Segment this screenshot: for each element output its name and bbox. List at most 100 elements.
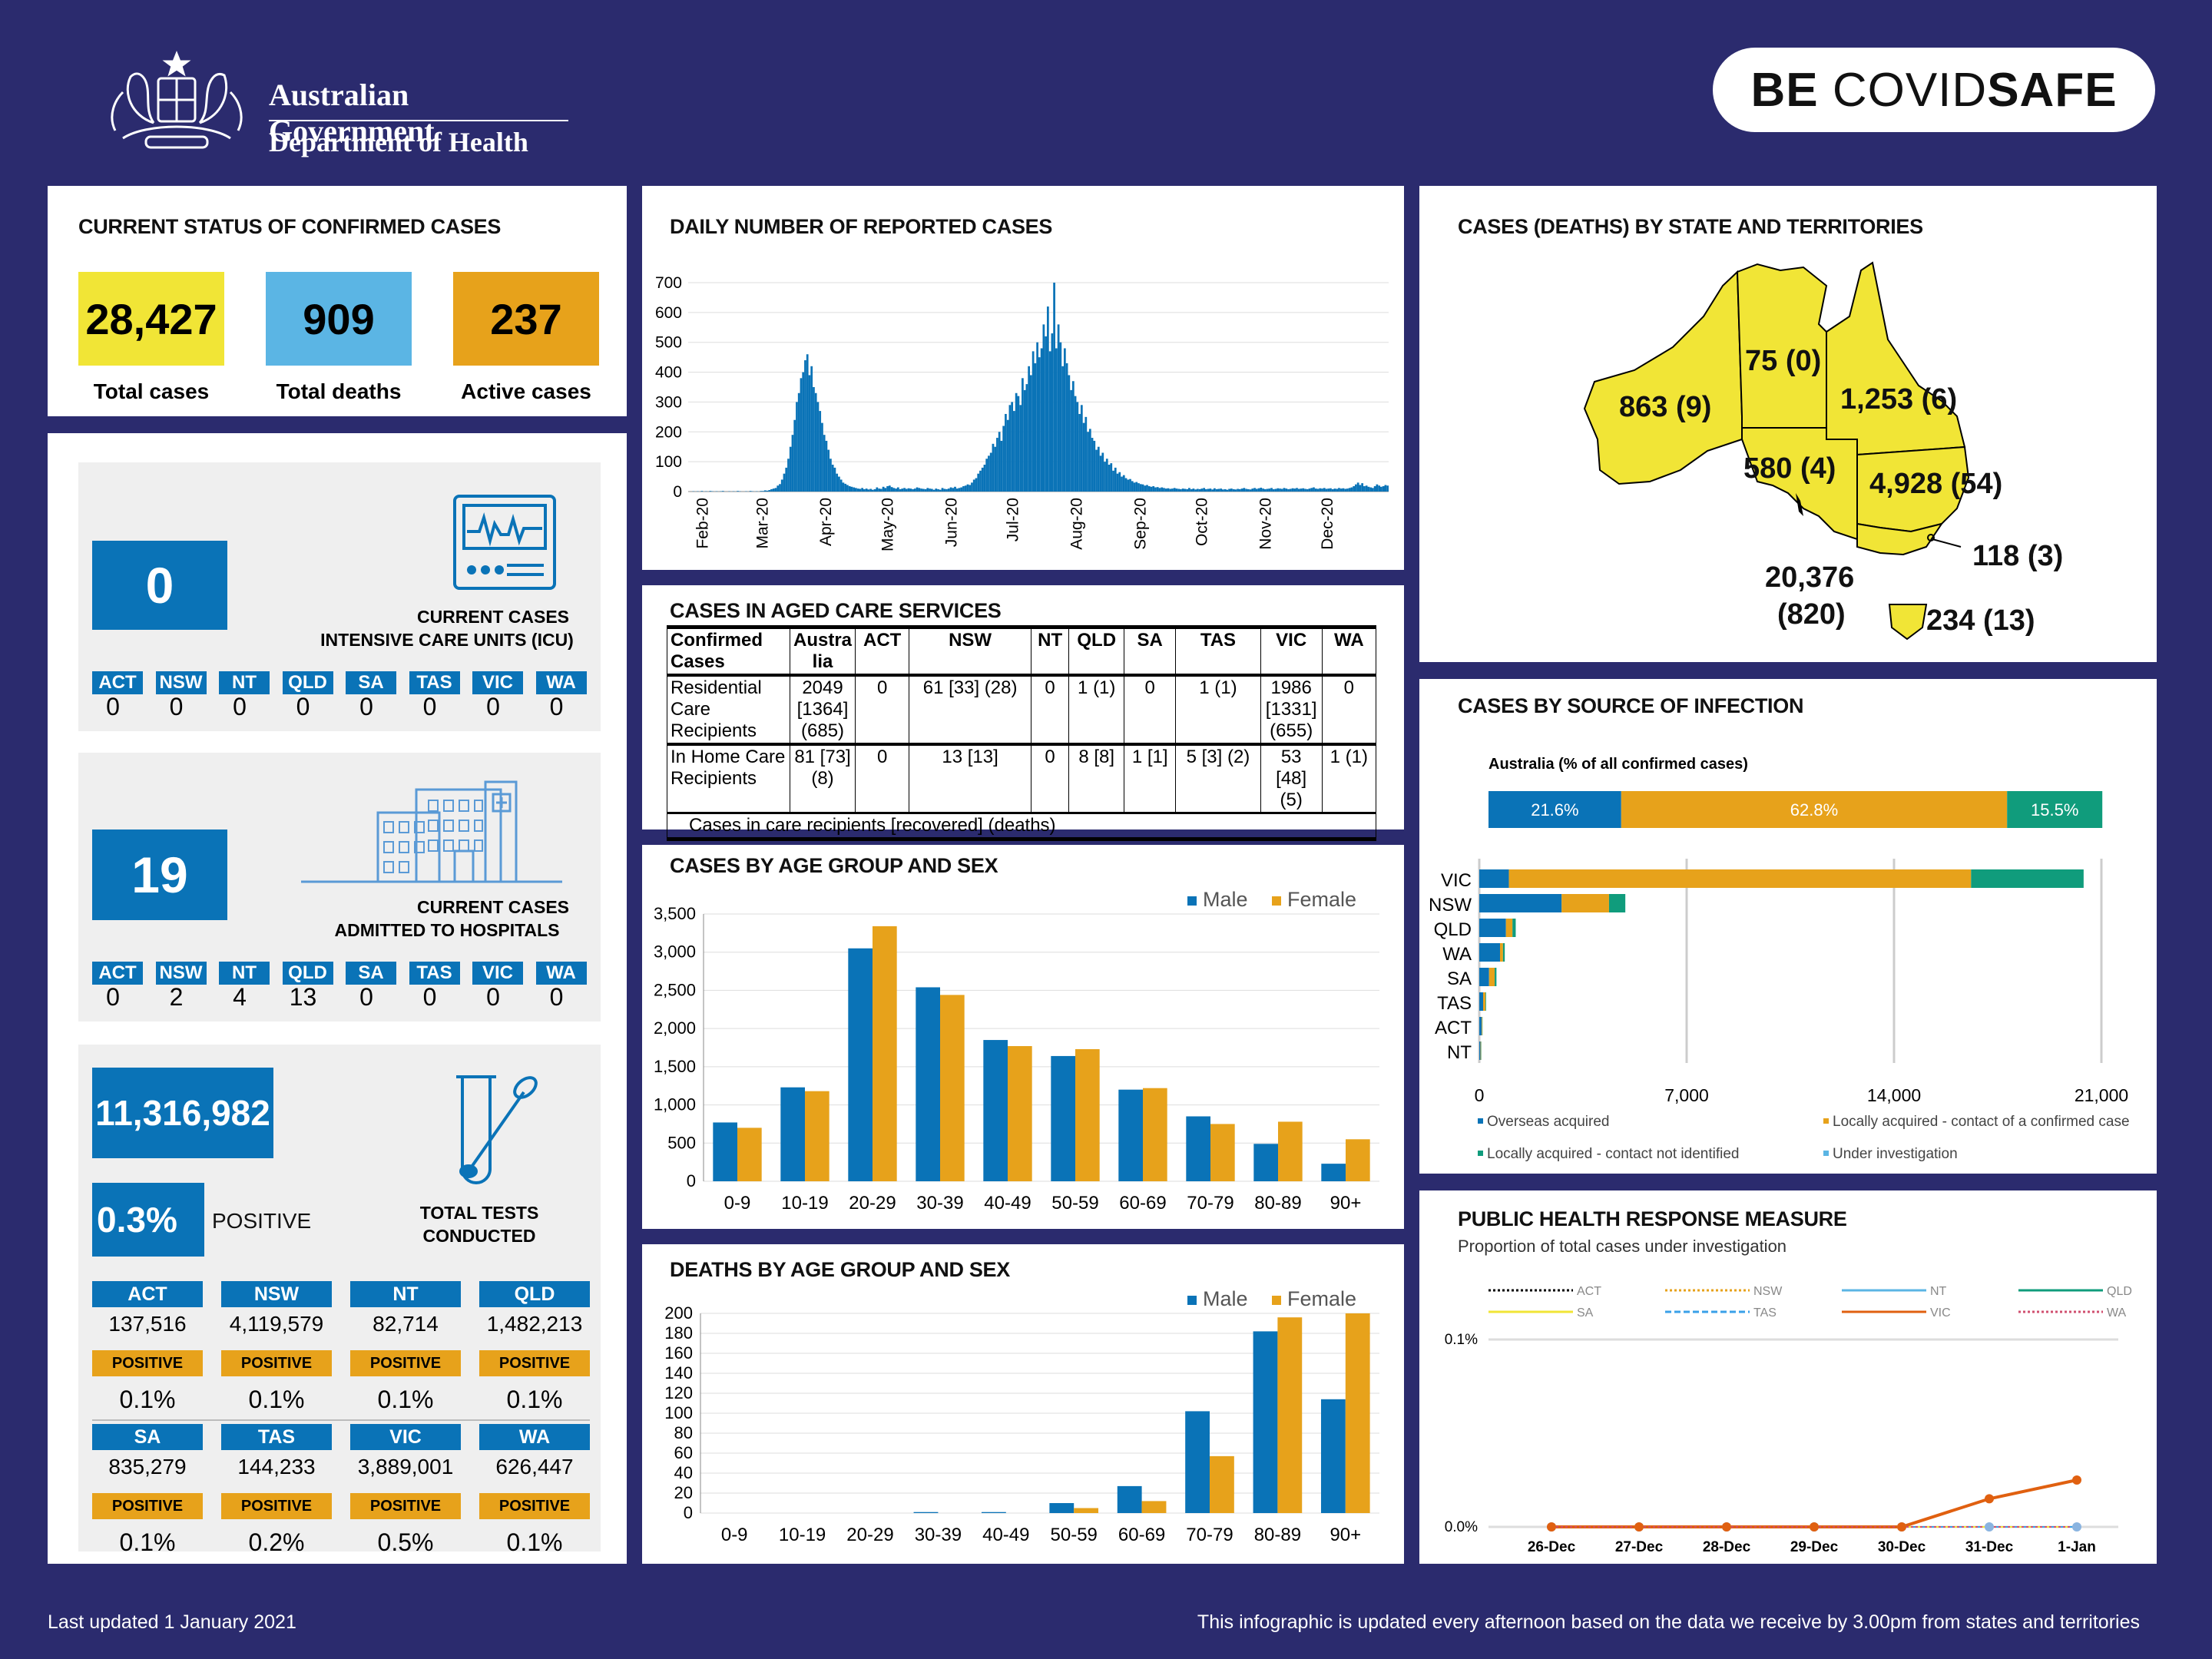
age-y-tick: 3,000 bbox=[654, 942, 696, 962]
state-tab-sa: SA bbox=[346, 671, 396, 694]
age-bar-male bbox=[780, 1087, 805, 1181]
daily-bar bbox=[918, 488, 921, 492]
daily-bar bbox=[791, 435, 794, 492]
source-bar bbox=[1488, 968, 1495, 986]
daily-bar bbox=[760, 491, 763, 492]
daily-bar bbox=[971, 482, 973, 492]
daily-bar bbox=[1080, 405, 1083, 492]
daily-bar bbox=[1053, 283, 1055, 492]
daily-bar bbox=[1059, 342, 1062, 492]
daily-bar bbox=[905, 488, 908, 492]
daily-bar bbox=[1091, 438, 1094, 492]
icu-caption-line2: INTENSIVE CARE UNITS (ICU) bbox=[320, 630, 574, 650]
age-bar-male bbox=[1049, 1503, 1075, 1513]
aged-header-cell: Austra lia bbox=[789, 627, 856, 677]
daily-bar bbox=[924, 488, 927, 492]
daily-bar bbox=[1000, 440, 1003, 492]
aged-cell: 81 [73] (8) bbox=[789, 743, 856, 813]
aged-care-row: In Home Care Recipients 81 [73] (8) 0 13… bbox=[667, 743, 1377, 813]
daily-bar bbox=[1112, 470, 1114, 492]
aged-header-cell: NSW bbox=[909, 627, 1031, 677]
daily-bar bbox=[1289, 488, 1292, 492]
test-positive-tag-wa: POSITIVE bbox=[479, 1493, 590, 1519]
response-point-vic bbox=[1985, 1494, 1994, 1504]
test-count-nsw: 4,119,579 bbox=[229, 1312, 324, 1336]
daily-bar bbox=[1251, 488, 1254, 492]
daily-bar bbox=[1097, 446, 1100, 492]
daily-bar bbox=[793, 419, 796, 492]
daily-bar bbox=[844, 483, 847, 492]
test-state-sa: SA bbox=[92, 1424, 203, 1450]
daily-bar bbox=[816, 402, 820, 492]
daily-bar bbox=[1386, 485, 1389, 492]
daily-bar bbox=[1263, 488, 1267, 492]
daily-bar bbox=[876, 487, 879, 492]
test-count-qld: 1,482,213 bbox=[486, 1312, 583, 1336]
test-positive-pct-tas: 0.2% bbox=[248, 1528, 305, 1556]
source-y-tick: NT bbox=[1447, 1042, 1472, 1063]
daily-x-tick: May-20 bbox=[879, 498, 896, 551]
daily-y-tick: 500 bbox=[655, 334, 682, 352]
test-count-sa: 835,279 bbox=[108, 1455, 187, 1479]
daily-bar bbox=[796, 402, 798, 492]
daily-bar bbox=[1169, 488, 1172, 492]
daily-bar bbox=[1011, 402, 1014, 492]
daily-bar bbox=[1022, 378, 1024, 492]
daily-bar bbox=[1238, 488, 1241, 492]
age-y-tick: 140 bbox=[664, 1363, 693, 1382]
daily-bar bbox=[1262, 488, 1264, 492]
daily-bar bbox=[1316, 488, 1320, 492]
source-bar bbox=[1479, 1017, 1482, 1035]
state-value-vic: 0 bbox=[486, 983, 500, 1011]
daily-bar bbox=[1234, 489, 1237, 492]
daily-bar bbox=[1135, 482, 1138, 492]
legend-swatch-female bbox=[1272, 896, 1281, 906]
legend-swatch-male bbox=[1187, 896, 1197, 906]
aged-cell: 1 (1) bbox=[1321, 743, 1377, 813]
daily-y-tick: 200 bbox=[655, 423, 682, 441]
daily-bar bbox=[1019, 405, 1022, 492]
map-wa bbox=[1583, 270, 1743, 485]
australia-segment-label: 62.8% bbox=[1790, 800, 1838, 820]
daily-bar bbox=[1203, 488, 1206, 492]
daily-bar bbox=[1025, 384, 1028, 492]
response-x-tick: 27-Dec bbox=[1615, 1539, 1664, 1555]
daily-bar bbox=[913, 488, 916, 492]
daily-bar bbox=[1071, 381, 1075, 492]
daily-cases-title: DAILY NUMBER OF REPORTED CASES bbox=[670, 215, 1053, 238]
australia-segment bbox=[1488, 791, 1621, 828]
response-x-tick: 1-Jan bbox=[2058, 1539, 2096, 1555]
daily-x-tick: Feb-20 bbox=[694, 498, 712, 549]
source-x-tick: 7,000 bbox=[1664, 1085, 1709, 1105]
daily-bar bbox=[1101, 452, 1104, 492]
daily-bar bbox=[1285, 488, 1288, 492]
daily-bar bbox=[1076, 402, 1079, 492]
test-positive-tag-vic: POSITIVE bbox=[350, 1493, 461, 1519]
source-y-tick: VIC bbox=[1441, 870, 1472, 891]
daily-bar bbox=[1205, 488, 1207, 492]
daily-bar bbox=[996, 438, 998, 492]
hospital-caption-line2: ADMITTED TO HOSPITALS bbox=[334, 920, 560, 940]
source-legend-swatch bbox=[1823, 1118, 1829, 1124]
state-tab-wa: WA bbox=[535, 962, 587, 985]
age-bar-female bbox=[1210, 1455, 1234, 1513]
daily-bar bbox=[1255, 488, 1258, 492]
daily-bar bbox=[869, 488, 872, 492]
daily-bar bbox=[998, 432, 1001, 492]
covidsafe-be: BE bbox=[1750, 63, 1819, 117]
icu-section: 0 CURRENT CASES INTENSIVE CARE UNITS (IC… bbox=[78, 462, 601, 731]
age-bar-male bbox=[983, 1040, 1008, 1181]
daily-bar bbox=[920, 488, 922, 492]
daily-bar bbox=[1186, 488, 1189, 492]
total-tests-value: 11,316,982 bbox=[92, 1068, 273, 1158]
daily-bar bbox=[888, 485, 891, 492]
state-tab-qld: QLD bbox=[282, 671, 333, 694]
total-deaths-label: Total deaths bbox=[276, 379, 402, 403]
daily-bar bbox=[1158, 488, 1161, 492]
daily-bar bbox=[1177, 488, 1181, 492]
icu-value: 0 bbox=[92, 541, 227, 630]
age-x-tick: 0-9 bbox=[724, 1193, 751, 1214]
daily-bar bbox=[994, 446, 997, 492]
response-subtitle: Proportion of total cases under investig… bbox=[1458, 1237, 1787, 1256]
daily-bar bbox=[937, 488, 939, 492]
